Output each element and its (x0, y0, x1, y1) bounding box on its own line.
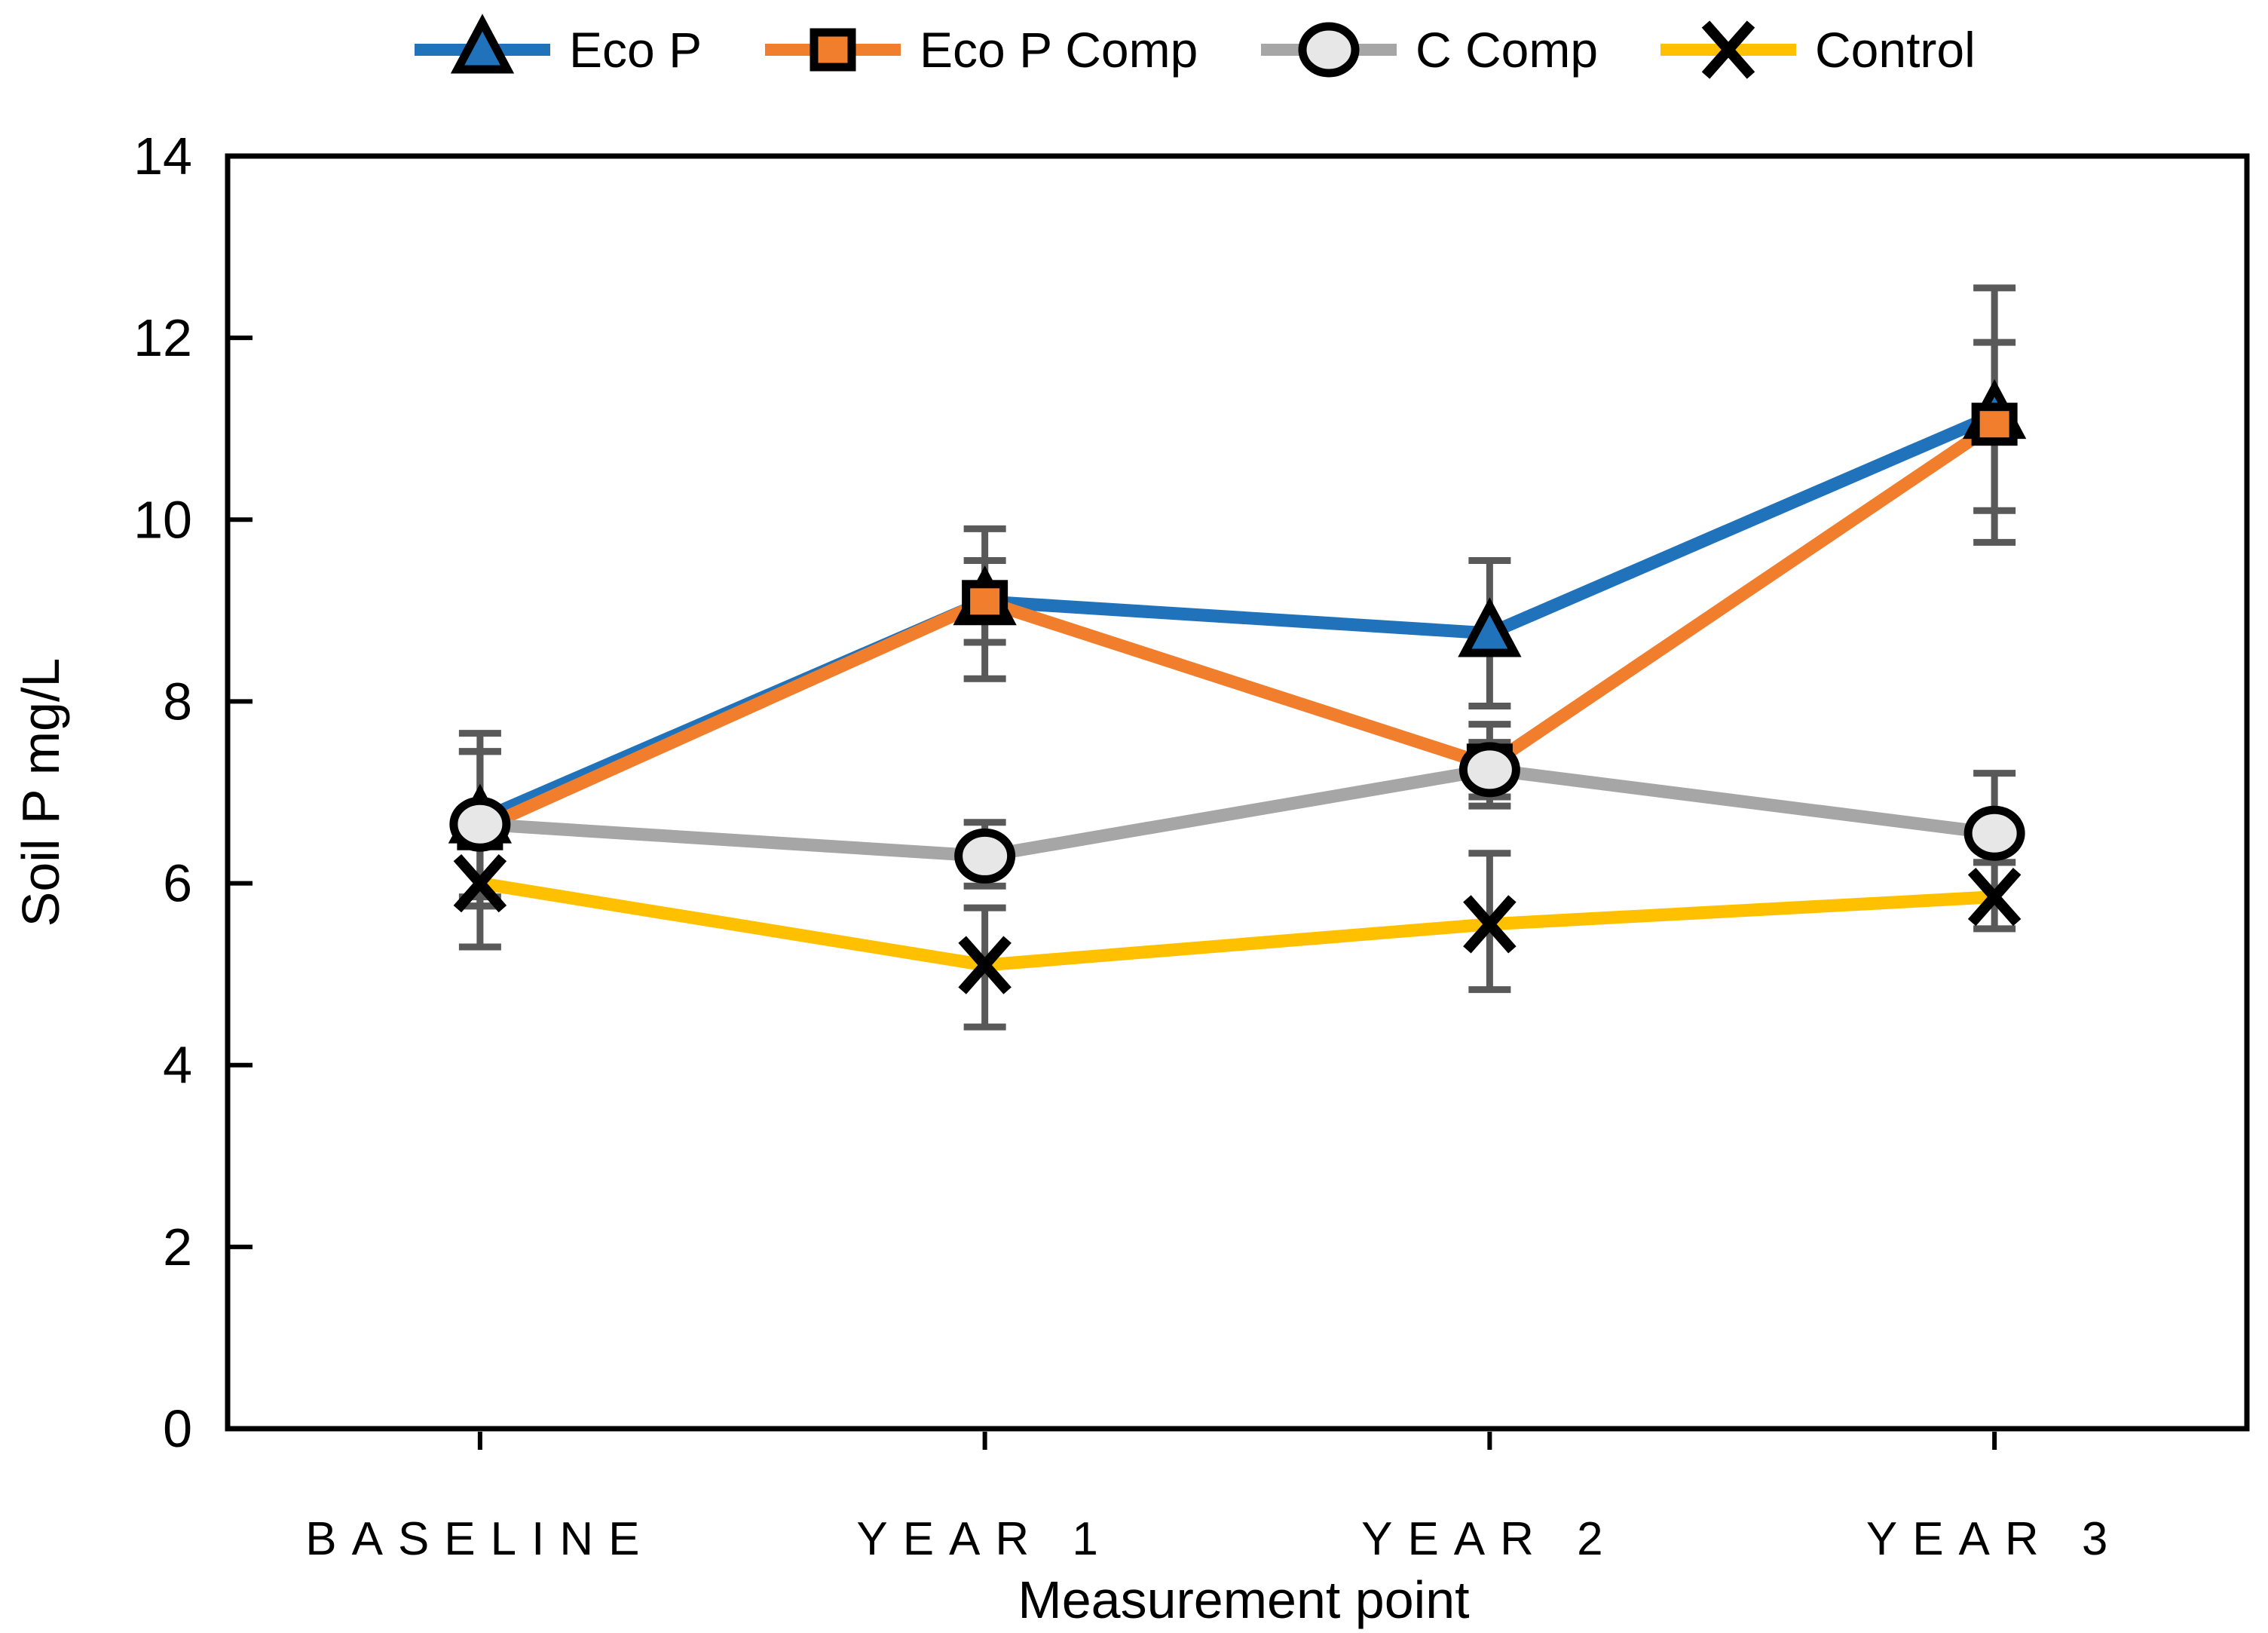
y-tick-label: 0 (163, 1399, 192, 1458)
legend-label-control: Control (1815, 22, 1976, 78)
data-marker-x-icon (958, 936, 1012, 994)
data-marker-x-icon (1463, 895, 1517, 954)
data-marker-circle-icon (1458, 742, 1520, 798)
legend-label-eco-p: Eco P (569, 22, 702, 78)
y-tick-label: 2 (163, 1218, 192, 1276)
data-marker-circle-icon (1963, 805, 2025, 861)
y-tick-label: 4 (163, 1036, 192, 1095)
x-category-label-year-3: YEAR 3 (1866, 1513, 2123, 1565)
series-line-control (479, 877, 1995, 972)
x-category-label-year-1: YEAR 1 (856, 1513, 1113, 1565)
x-category-label-baseline: BASELINE (305, 1513, 654, 1565)
legend-marker-square-icon (810, 28, 856, 72)
x-axis-title: Measurement point (1018, 1570, 1469, 1629)
series-line-eco-p (477, 409, 1997, 826)
data-marker-circle-icon (954, 828, 1016, 884)
series-line-c-comp (479, 763, 1996, 862)
y-tick-label: 8 (163, 672, 192, 731)
data-marker-square-icon (1971, 403, 2018, 446)
data-marker-x-icon (1967, 868, 2022, 927)
legend-marker-circle-icon (1298, 22, 1360, 78)
data-marker-square-icon (962, 580, 1009, 623)
y-tick-label: 10 (133, 490, 192, 549)
y-tick-label: 14 (133, 127, 192, 185)
legend-label-c-comp: C Comp (1416, 22, 1598, 78)
x-category-label-year-2: YEAR 2 (1361, 1513, 1618, 1565)
plot-area-border (225, 153, 2250, 1432)
legend-marker-triangle-icon (450, 14, 515, 74)
y-tick-label: 6 (163, 854, 192, 913)
series-line-eco-p-comp (477, 418, 1998, 835)
data-marker-triangle-icon (1458, 597, 1522, 657)
legend-marker-x-icon (1701, 20, 1755, 79)
data-marker-x-icon (453, 853, 507, 913)
y-axis-title: Soil P mg/L (11, 658, 70, 927)
legend-label-eco-p-comp: Eco P Comp (920, 22, 1198, 78)
y-tick-label: 12 (133, 308, 192, 367)
data-marker-circle-icon (449, 796, 511, 852)
